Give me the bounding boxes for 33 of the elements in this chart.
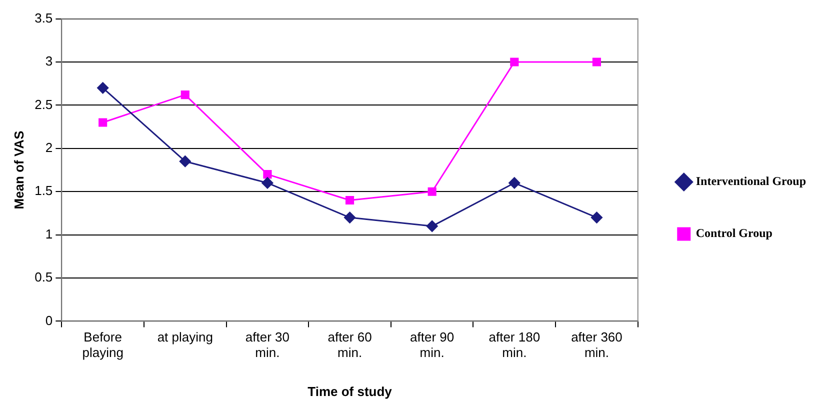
point	[508, 177, 520, 189]
point	[344, 212, 356, 224]
point	[179, 156, 191, 168]
y-tick-label: 3.5	[34, 10, 53, 26]
y-tick-label: 2.5	[34, 96, 53, 112]
y-tick-label: 0.5	[34, 270, 53, 285]
x-tick-label: after 90 min.	[410, 330, 454, 360]
point	[510, 58, 519, 66]
legend-label: Interventional Group	[696, 174, 806, 188]
x-tick-label: after 30 min.	[245, 330, 290, 360]
y-tick-label: 1	[45, 226, 53, 242]
point	[426, 220, 438, 232]
y-axis-title: Mean of VAS	[11, 130, 26, 210]
point	[180, 90, 190, 100]
point	[428, 187, 436, 196]
x-tick-label: after 60 min.	[328, 330, 372, 360]
point	[345, 196, 354, 205]
point	[263, 170, 272, 179]
x-tick-label: Before playing	[82, 330, 124, 360]
y-tick-label: 0	[45, 312, 53, 328]
point	[98, 118, 108, 127]
point	[592, 58, 602, 66]
point	[590, 212, 602, 224]
legend-label: Control Group	[696, 226, 773, 240]
x-tick-label: after 360 min.	[571, 330, 622, 360]
point	[97, 82, 109, 94]
x-tick-label: at playing	[157, 330, 213, 345]
y-tick-label: 3	[45, 54, 53, 69]
x-axis-title: Time of study	[308, 384, 393, 399]
y-tick-label: 1.5	[34, 183, 53, 198]
y-tick-label: 2	[45, 140, 53, 155]
x-tick-label: after 180 min.	[488, 330, 540, 360]
point	[262, 177, 274, 189]
